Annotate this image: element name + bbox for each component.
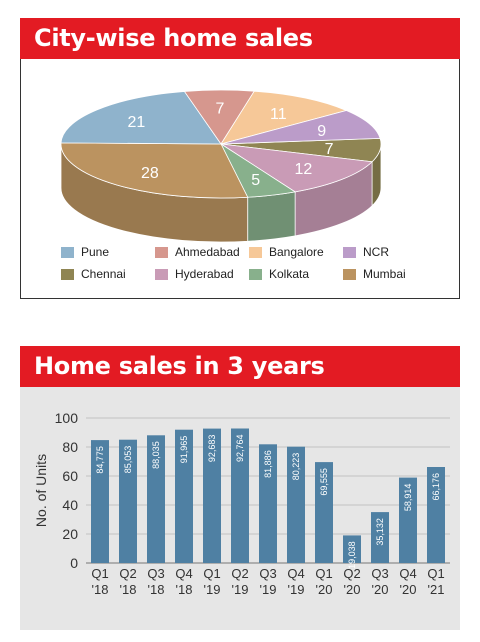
x-tick-label: Q1 [203, 566, 220, 581]
bar-data-label: 92,683 [207, 435, 217, 463]
pie-value-label-hyderabad: 12 [295, 161, 313, 178]
bar [399, 477, 417, 563]
legend-label: Chennai [81, 267, 126, 281]
x-tick-label: '19 [232, 582, 249, 597]
legend-swatch [155, 269, 168, 280]
bar [343, 535, 361, 563]
pie-slice-ncr [220, 110, 381, 145]
pie-chart-title: City-wise home sales [20, 18, 460, 59]
bar-chart-panel: Home sales in 3 years 0 20 40 60 80 100 No. of… [20, 346, 460, 630]
y-tick-label: 40 [62, 497, 78, 513]
pie-value-label-ahmedabad: 7 [215, 100, 224, 117]
bar-data-label: 81,886 [263, 450, 273, 478]
legend-swatch [155, 247, 168, 258]
legend-label: Mumbai [363, 267, 406, 281]
x-tick-label: '18 [92, 582, 109, 597]
x-tick-label: Q3 [259, 566, 276, 581]
pie-side-kolkata [247, 191, 296, 242]
bar-data-label: 88,035 [151, 441, 161, 469]
bar [259, 444, 277, 563]
x-tick-label: Q4 [399, 566, 416, 581]
pie-value-label-bangalore: 11 [270, 106, 287, 123]
bar-chart-title: Home sales in 3 years [20, 346, 460, 387]
x-tick-label: '20 [372, 582, 389, 597]
x-tick-label: '20 [316, 582, 333, 597]
x-tick-label: Q4 [287, 566, 304, 581]
x-tick-label: '19 [260, 582, 277, 597]
y-tick-label: 60 [62, 468, 78, 484]
bar-data-label: 92,764 [235, 435, 245, 463]
x-tick-label: Q1 [427, 566, 444, 581]
pie-slice-bangalore [220, 90, 348, 145]
y-tick-label: 20 [62, 526, 78, 542]
x-tick-label: Q2 [343, 566, 360, 581]
pie-chart-panel: City-wise home sales 7 12 5 28 21 7 11 9 Pune Ah… [20, 18, 460, 299]
legend-swatch [343, 247, 356, 258]
pie-slice-mumbai [60, 142, 249, 199]
legend-label: Kolkata [269, 267, 310, 281]
pie-value-label-pune: 21 [128, 114, 146, 131]
legend-label: Hyderabad [175, 267, 234, 281]
legend-label: Bangalore [269, 245, 324, 259]
x-tick-label: Q1 [91, 566, 108, 581]
x-tick-label: '21 [428, 582, 445, 597]
bar [231, 428, 249, 563]
legend-swatch [249, 247, 262, 258]
bar-data-label: 19,038 [347, 541, 357, 569]
x-tick-label: '18 [176, 582, 193, 597]
bar-data-label: 35,132 [375, 518, 385, 546]
y-axis-label: No. of Units [33, 454, 49, 527]
legend-label: Pune [81, 245, 110, 259]
bar [427, 467, 445, 563]
bar [203, 428, 221, 563]
y-tick-label: 100 [55, 410, 79, 426]
x-tick-label: '19 [288, 582, 305, 597]
x-tick-label: '20 [400, 582, 417, 597]
pie-value-label-chennai: 7 [325, 141, 334, 158]
bar-data-label: 69,555 [319, 468, 329, 496]
x-tick-label: Q4 [175, 566, 192, 581]
pie-value-label-kolkata: 5 [251, 172, 260, 189]
x-tick-label: Q1 [315, 566, 332, 581]
x-tick-label: '20 [344, 582, 361, 597]
bar [147, 435, 165, 563]
y-tick-label: 0 [70, 555, 78, 571]
legend-label: Ahmedabad [175, 245, 240, 259]
pie-slice-hyderabad [220, 143, 373, 193]
bar-data-label: 66,176 [431, 473, 441, 501]
legend-swatch [61, 269, 74, 280]
bar-data-label: 85,053 [123, 446, 133, 474]
legend-swatch [343, 269, 356, 280]
bar-data-label: 84,775 [95, 446, 105, 474]
x-tick-label: '18 [120, 582, 137, 597]
legend-label: NCR [363, 245, 389, 259]
bar-data-label: 91,965 [179, 436, 189, 464]
bar-data-label: 58,914 [403, 484, 413, 512]
bar-data-label: 80,223 [291, 453, 301, 481]
bar [175, 429, 193, 563]
bar [91, 440, 109, 563]
x-tick-label: Q3 [147, 566, 164, 581]
y-tick-label: 80 [62, 439, 78, 455]
pie-chart: 7 12 5 28 21 7 11 9 [60, 89, 382, 243]
x-tick-label: '18 [148, 582, 165, 597]
bar [371, 512, 389, 563]
legend-swatch [249, 269, 262, 280]
bar [287, 446, 305, 563]
pie-slice-pune [60, 91, 222, 145]
x-tick-label: Q2 [231, 566, 248, 581]
pie-value-label-mumbai: 28 [141, 165, 159, 182]
x-tick-label: Q2 [119, 566, 136, 581]
x-tick-label: '19 [204, 582, 221, 597]
pie-legend: Pune Ahmedabad Bangalore NCR Chennai Hyderaba… [61, 245, 441, 289]
bar [315, 462, 333, 563]
legend-swatch [61, 247, 74, 258]
pie-value-label-ncr: 9 [317, 123, 326, 140]
x-tick-label: Q3 [371, 566, 388, 581]
bar [119, 439, 137, 563]
